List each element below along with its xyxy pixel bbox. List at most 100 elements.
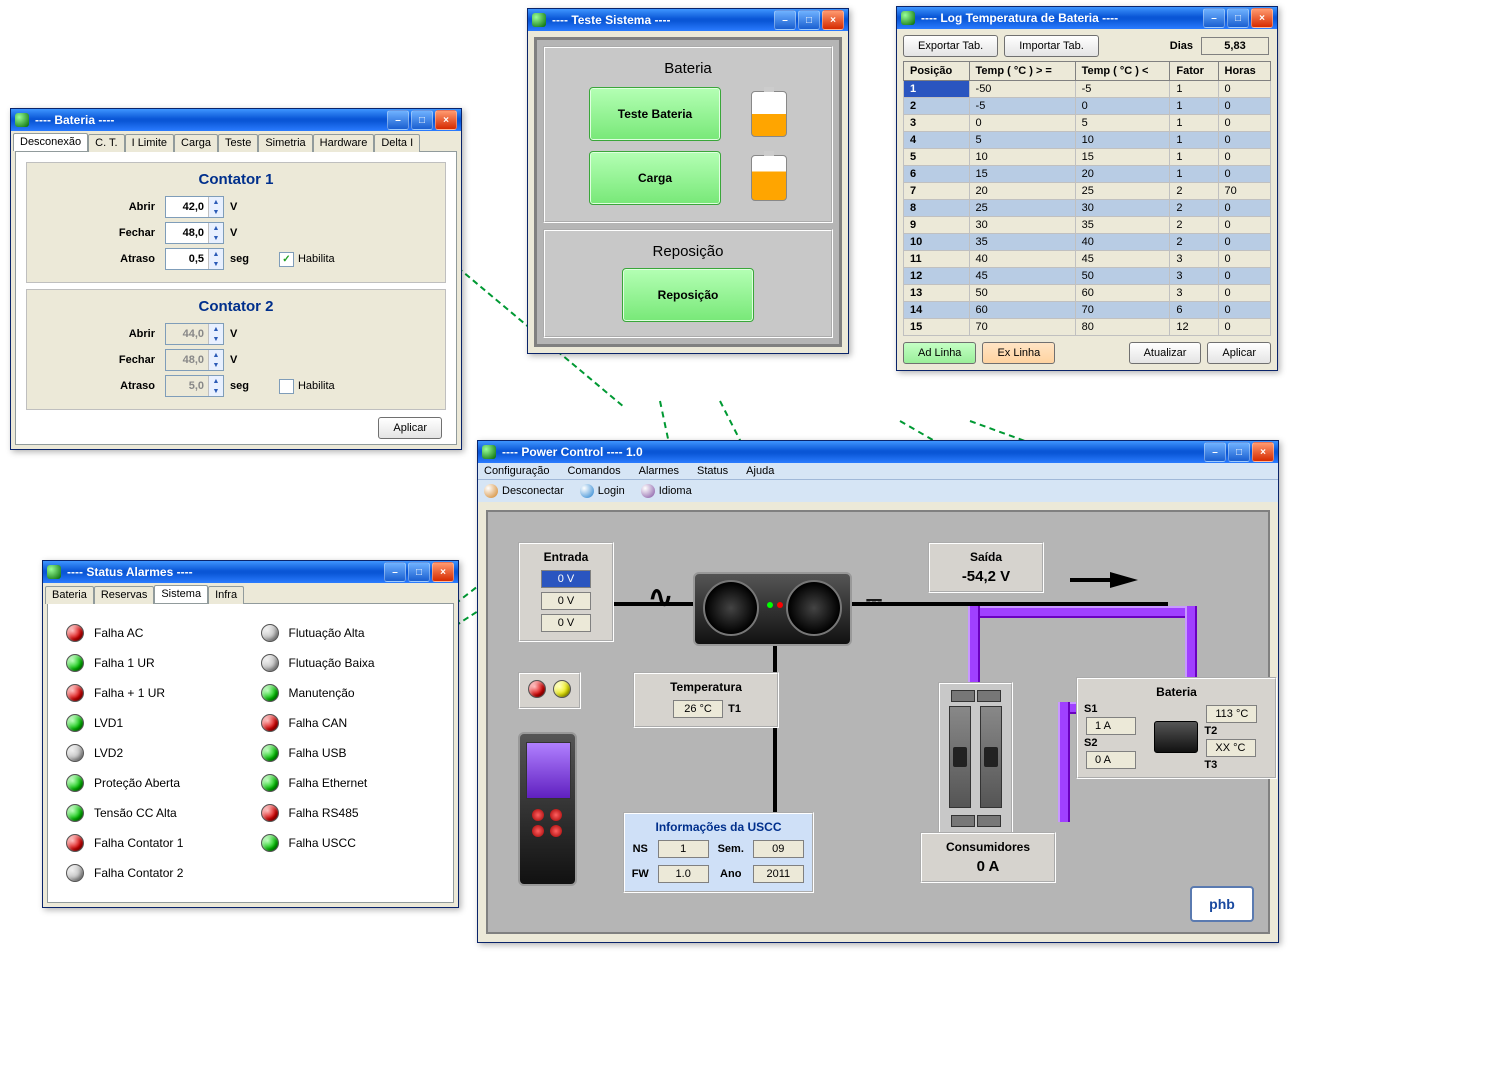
alarms-titlebar[interactable]: ---- Status Alarmes ---- – □ ×	[43, 561, 458, 583]
alarm-label: Manutenção	[289, 686, 355, 700]
log-header-cell[interactable]: Horas	[1218, 62, 1270, 81]
log-header-cell[interactable]: Temp ( °C ) <	[1075, 62, 1170, 81]
log-row[interactable]: 2-5010	[904, 98, 1271, 115]
consumidores-box: Consumidores 0 A	[920, 832, 1056, 883]
log-row[interactable]: 5101510	[904, 149, 1271, 166]
teste-titlebar[interactable]: ---- Teste Sistema ---- – □ ×	[528, 9, 848, 31]
breaker-1-icon[interactable]	[949, 706, 971, 808]
log-row[interactable]: 1-50-510	[904, 81, 1271, 98]
log-header-cell[interactable]: Temp ( °C ) > =	[969, 62, 1075, 81]
maximize-button[interactable]: □	[408, 562, 430, 582]
breaker-2-icon[interactable]	[980, 706, 1002, 808]
log-titlebar[interactable]: ---- Log Temperatura de Bateria ---- – □…	[897, 7, 1277, 29]
bateria-tab[interactable]: Hardware	[313, 134, 375, 152]
close-button[interactable]: ×	[435, 110, 457, 130]
alarms-tab[interactable]: Bateria	[45, 586, 94, 604]
alarms-tab[interactable]: Sistema	[154, 585, 208, 603]
alarm-led-icon	[261, 744, 279, 762]
log-table[interactable]: PosiçãoTemp ( °C ) > =Temp ( °C ) <Fator…	[903, 61, 1271, 336]
c2-habilita-checkbox[interactable]: Habilita	[279, 379, 335, 394]
menu-item[interactable]: Alarmes	[639, 465, 679, 477]
reposicao-button[interactable]: Reposição	[622, 268, 754, 322]
log-row[interactable]: 10354020	[904, 234, 1271, 251]
menu-item[interactable]: Comandos	[567, 465, 620, 477]
minimize-button[interactable]: –	[387, 110, 409, 130]
minimize-button[interactable]: –	[774, 10, 796, 30]
alarm-led-icon	[261, 774, 279, 792]
log-row[interactable]: 11404530	[904, 251, 1271, 268]
log-header-cell[interactable]: Fator	[1170, 62, 1218, 81]
log-row[interactable]: 12455030	[904, 268, 1271, 285]
menu-item[interactable]: Configuração	[484, 465, 549, 477]
controller-device-icon	[518, 732, 577, 886]
alarm-led-icon	[66, 684, 84, 702]
alarm-led-icon	[66, 864, 84, 882]
log-aplicar-button[interactable]: Aplicar	[1207, 342, 1271, 364]
teste-bateria-button[interactable]: Teste Bateria	[589, 87, 721, 141]
teste-title: ---- Teste Sistema ----	[552, 13, 670, 27]
toolbar-icon	[484, 484, 498, 498]
bateria-tab[interactable]: C. T.	[88, 134, 124, 152]
log-row[interactable]: 13506030	[904, 285, 1271, 302]
log-row[interactable]: 157080120	[904, 319, 1271, 336]
c2-abrir-spinner[interactable]: 44,0▲▼	[165, 323, 224, 345]
atualizar-button[interactable]: Atualizar	[1129, 342, 1202, 364]
bateria-tab[interactable]: Desconexão	[13, 133, 88, 151]
entrada-v2: 0 V	[541, 592, 591, 610]
bateria-section-title: Bateria	[557, 60, 819, 77]
menu-item[interactable]: Ajuda	[746, 465, 774, 477]
ad-linha-button[interactable]: Ad Linha	[903, 342, 976, 364]
minimize-button[interactable]: –	[1203, 8, 1225, 28]
alarms-tab[interactable]: Reservas	[94, 586, 154, 604]
log-row[interactable]: 8253020	[904, 200, 1271, 217]
close-button[interactable]: ×	[822, 10, 844, 30]
bateria-tab[interactable]: Simetria	[258, 134, 312, 152]
log-row[interactable]: 72025270	[904, 183, 1271, 200]
c1-habilita-checkbox[interactable]: ✓Habilita	[279, 252, 335, 267]
alarms-tab[interactable]: Infra	[208, 586, 244, 604]
power-titlebar[interactable]: ---- Power Control ---- 1.0 – □ ×	[478, 441, 1278, 463]
app-icon	[482, 445, 496, 459]
bateria-titlebar[interactable]: ---- Bateria ---- – □ ×	[11, 109, 461, 131]
bateria-tab[interactable]: Carga	[174, 134, 218, 152]
alarm-led-icon	[66, 774, 84, 792]
bateria-tab[interactable]: Delta I	[374, 134, 420, 152]
maximize-button[interactable]: □	[798, 10, 820, 30]
log-row[interactable]: 30510	[904, 115, 1271, 132]
c2-fechar-spinner[interactable]: 48,0▲▼	[165, 349, 224, 371]
log-row[interactable]: 6152010	[904, 166, 1271, 183]
toolbar-item[interactable]: Desconectar	[484, 484, 564, 498]
reposicao-section-title: Reposição	[557, 243, 819, 260]
maximize-button[interactable]: □	[1227, 8, 1249, 28]
c2-atraso-spinner[interactable]: 5,0▲▼	[165, 375, 224, 397]
maximize-button[interactable]: □	[1228, 442, 1250, 462]
alarm-item: LVD2	[66, 738, 241, 768]
exportar-button[interactable]: Exportar Tab.	[903, 35, 998, 57]
maximize-button[interactable]: □	[411, 110, 433, 130]
c1-atraso-spinner[interactable]: 0,5▲▼	[165, 248, 224, 270]
c1-fechar-spinner[interactable]: 48,0▲▼	[165, 222, 224, 244]
bateria-aplicar-button[interactable]: Aplicar	[378, 417, 442, 439]
dias-value: 5,83	[1201, 37, 1269, 55]
menu-item[interactable]: Status	[697, 465, 728, 477]
toolbar-item[interactable]: Idioma	[641, 484, 692, 498]
alarm-list: Falha ACFalha 1 URFalha + 1 URLVD1LVD2Pr…	[54, 610, 447, 896]
log-row[interactable]: 9303520	[904, 217, 1271, 234]
toolbar-icon	[580, 484, 594, 498]
bateria-tab[interactable]: I Limite	[125, 134, 174, 152]
bateria-tab[interactable]: Teste	[218, 134, 258, 152]
minimize-button[interactable]: –	[384, 562, 406, 582]
importar-button[interactable]: Importar Tab.	[1004, 35, 1099, 57]
carga-button[interactable]: Carga	[589, 151, 721, 205]
dias-label: Dias	[1170, 40, 1193, 52]
c1-abrir-spinner[interactable]: 42,0▲▼	[165, 196, 224, 218]
minimize-button[interactable]: –	[1204, 442, 1226, 462]
toolbar-item[interactable]: Login	[580, 484, 625, 498]
log-header-cell[interactable]: Posição	[904, 62, 970, 81]
log-row[interactable]: 14607060	[904, 302, 1271, 319]
close-button[interactable]: ×	[1251, 8, 1273, 28]
close-button[interactable]: ×	[432, 562, 454, 582]
ex-linha-button[interactable]: Ex Linha	[982, 342, 1055, 364]
log-row[interactable]: 451010	[904, 132, 1271, 149]
close-button[interactable]: ×	[1252, 442, 1274, 462]
